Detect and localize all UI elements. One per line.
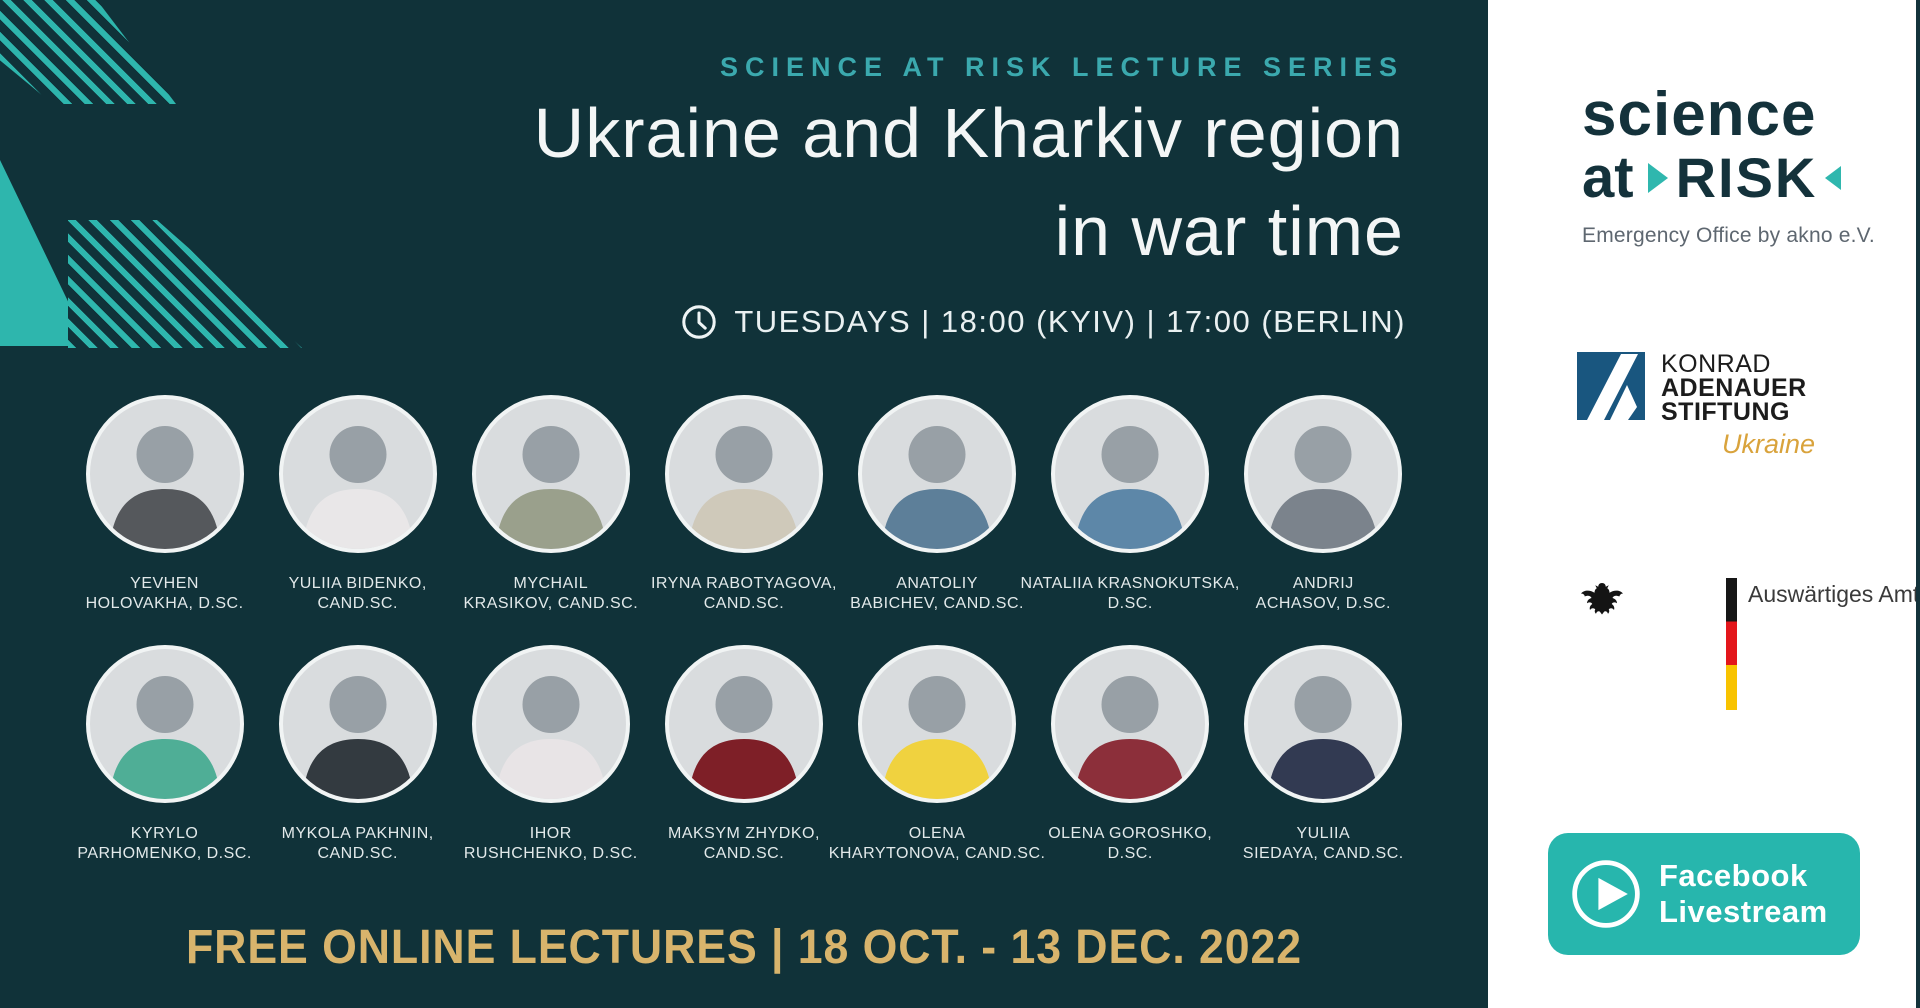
sar-word-science: science: [1582, 80, 1817, 149]
person-silhouette-icon: [302, 426, 414, 549]
triangle-left-icon: [1825, 166, 1842, 190]
sponsor-sidebar: science at RISK Emergency Office by akno…: [1488, 0, 1920, 1008]
auswaertiges-amt-label: Auswärtiges Amt: [1748, 581, 1920, 607]
speaker-avatar: [1244, 645, 1403, 803]
sar-line-2: at RISK: [1582, 145, 1902, 210]
auswaertiges-amt-logo: Auswärtiges Amt: [1578, 568, 1920, 718]
speakers-row-1: YEVHEN HOLOVAKHA, D.SC. YULIIA BIDENKO, CA…: [68, 395, 1420, 614]
decorative-stripes-bottom: [68, 220, 302, 348]
speakers-row-2: KYRYLO PARHOMENKO, D.SC. MYKOLA PAKHNIN, C…: [68, 645, 1420, 864]
person-silhouette-icon: [495, 426, 607, 549]
play-circle-icon: [1572, 860, 1640, 928]
speaker-name: MYCHAIL KRASIKOV, CAND.SC.: [463, 575, 639, 612]
speaker-card: IRYNA RABOTYAGOVA, CAND.SC.: [647, 395, 840, 614]
speaker-name: OLENA GOROSHKO, D.SC.: [1048, 825, 1213, 862]
facebook-livestream-button[interactable]: Facebook Livestream: [1548, 833, 1860, 955]
person-silhouette-icon: [1267, 426, 1379, 549]
kas-line-stiftung: STIFTUNG: [1661, 398, 1790, 426]
speaker-card: NATALIIA KRASNOKUTSKA, D.SC.: [1021, 395, 1239, 614]
speaker-avatar: [278, 395, 437, 553]
triangle-right-icon: [1647, 163, 1668, 193]
poster-main-panel: SCIENCE AT RISK LECTURE SERIES Ukraine a…: [0, 0, 1488, 1008]
speaker-name: MYKOLA PAKHNIN, CAND.SC.: [281, 825, 434, 862]
poster-title: Ukraine and Kharkiv region in war time: [534, 84, 1404, 280]
science-at-risk-logo: science at RISK Emergency Office by akno…: [1582, 80, 1902, 248]
speaker-card: ANATOLIY BABICHEV, CAND.SC.: [841, 395, 1034, 614]
schedule-text: TUESDAYS | 18:00 (KYIV) | 17:00 (BERLIN): [734, 304, 1406, 339]
bundesadler-eagle-icon: [1581, 583, 1623, 615]
german-flag-stripe: [1726, 578, 1737, 710]
clock-icon: [682, 305, 717, 339]
speaker-card: OLENA GOROSHKO, D.SC.: [1034, 645, 1227, 864]
sar-word-at: at: [1582, 145, 1634, 210]
series-kicker: SCIENCE AT RISK LECTURE SERIES: [719, 52, 1404, 82]
speaker-card: YEVHEN HOLOVAKHA, D.SC.: [68, 395, 261, 614]
person-silhouette-icon: [109, 426, 221, 549]
kas-mark-icon: [1577, 352, 1645, 420]
speaker-card: YULIIA SIEDAYA, CAND.SC.: [1227, 645, 1420, 864]
speaker-avatar: [664, 395, 823, 553]
decorative-stripes-top: [0, 0, 176, 104]
title-line-1: Ukraine and Kharkiv region: [533, 94, 1404, 172]
kas-region-label: Ukraine: [1721, 429, 1815, 459]
speaker-avatar: [1051, 395, 1210, 553]
speaker-card: KYRYLO PARHOMENKO, D.SC.: [68, 645, 261, 864]
speaker-name: NATALIIA KRASNOKUTSKA, D.SC.: [1020, 575, 1240, 612]
person-silhouette-icon: [881, 676, 993, 799]
person-silhouette-icon: [302, 676, 414, 799]
speaker-name: IHOR RUSHCHENKO, D.SC.: [463, 825, 638, 862]
kas-line-konrad: KONRAD: [1661, 350, 1771, 378]
person-silhouette-icon: [688, 426, 800, 549]
speaker-card: YULIIA BIDENKO, CAND.SC.: [261, 395, 454, 614]
speaker-avatar: [858, 645, 1017, 803]
sar-word-risk: RISK: [1675, 146, 1818, 209]
speaker-avatar: [471, 395, 630, 553]
speaker-card: MYKOLA PAKHNIN, CAND.SC.: [261, 645, 454, 864]
speaker-name: ANATOLIY BABICHEV, CAND.SC.: [850, 575, 1024, 612]
right-edge-border: [1916, 0, 1920, 1008]
speaker-avatar: [858, 395, 1017, 553]
decorative-solid-parallelogram: [0, 160, 68, 346]
speaker-card: IHOR RUSHCHENKO, D.SC.: [454, 645, 647, 864]
speaker-avatar: [664, 645, 823, 803]
title-line-2: in war time: [1054, 192, 1404, 270]
speaker-avatar: [471, 645, 630, 803]
speaker-avatar: [1051, 645, 1210, 803]
person-silhouette-icon: [1074, 676, 1186, 799]
speaker-name: MAKSYM ZHYDKO, CAND.SC.: [667, 825, 820, 862]
speaker-name: YEVHEN HOLOVAKHA, D.SC.: [85, 575, 244, 612]
speaker-name: YULIIA SIEDAYA, CAND.SC.: [1242, 825, 1404, 862]
schedule-row: TUESDAYS | 18:00 (KYIV) | 17:00 (BERLIN): [680, 303, 1406, 341]
person-silhouette-icon: [688, 676, 800, 799]
speaker-avatar: [85, 395, 244, 553]
speaker-name: YULIIA BIDENKO, CAND.SC.: [288, 575, 427, 612]
speaker-avatar: [1244, 395, 1403, 553]
speaker-avatar: [85, 645, 244, 803]
person-silhouette-icon: [881, 426, 993, 549]
sar-tagline: Emergency Office by akno e.V.: [1582, 224, 1875, 247]
speaker-name: KYRYLO PARHOMENKO, D.SC.: [77, 825, 252, 862]
kas-wordmark: KONRAD ADENAUER STIFTUNG: [1661, 350, 1807, 426]
speaker-name: OLENA KHARYTONOVA, CAND.SC.: [828, 825, 1046, 862]
facebook-livestream-label: Facebook Livestream: [1659, 858, 1828, 929]
speaker-card: MYCHAIL KRASIKOV, CAND.SC.: [454, 395, 647, 614]
speaker-name: ANDRIJ ACHASOV, D.SC.: [1255, 575, 1391, 612]
speaker-card: MAKSYM ZHYDKO, CAND.SC.: [647, 645, 840, 864]
speaker-name: IRYNA RABOTYAGOVA, CAND.SC.: [650, 575, 837, 612]
person-silhouette-icon: [109, 676, 221, 799]
kas-line-adenauer: ADENAUER: [1661, 374, 1807, 402]
person-silhouette-icon: [495, 676, 607, 799]
person-silhouette-icon: [1074, 426, 1186, 549]
person-silhouette-icon: [1267, 676, 1379, 799]
speaker-card: OLENA KHARYTONOVA, CAND.SC.: [829, 645, 1045, 864]
footer-dates: FREE ONLINE LECTURES | 18 OCT. - 13 DEC.…: [185, 921, 1303, 974]
konrad-adenauer-stiftung-logo: KONRAD ADENAUER STIFTUNG Ukraine: [1577, 352, 1817, 460]
speaker-avatar: [278, 645, 437, 803]
speaker-card: ANDRIJ ACHASOV, D.SC.: [1227, 395, 1420, 614]
